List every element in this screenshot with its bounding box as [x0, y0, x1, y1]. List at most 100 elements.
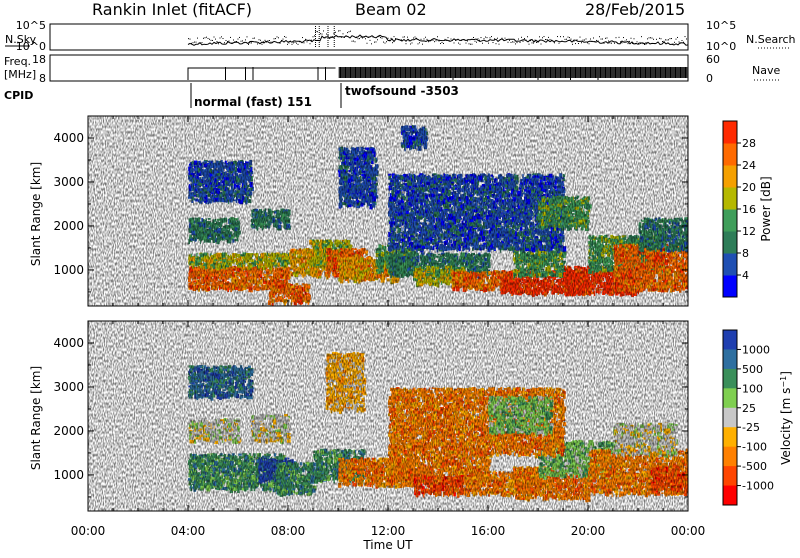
- noise-search-point: [205, 37, 206, 38]
- noise-search-point: [463, 39, 464, 40]
- noise-search-point: [515, 43, 516, 44]
- noise-search-point: [475, 41, 476, 42]
- noise-search-point: [388, 38, 389, 39]
- noise-search-point: [259, 39, 260, 40]
- noise-search-point: [677, 37, 678, 38]
- noise-search-point: [455, 40, 456, 41]
- noise-search-point: [275, 38, 276, 39]
- noise-search-point: [623, 37, 624, 38]
- noise-search-point: [593, 37, 594, 38]
- noise-search-point: [445, 39, 446, 40]
- noise-search-point: [584, 40, 585, 41]
- noise-search-point: [329, 38, 330, 39]
- noise-search-point: [569, 37, 570, 38]
- noise-search-point: [355, 41, 356, 42]
- noise-search-point: [301, 41, 302, 42]
- noise-search-point: [383, 42, 384, 43]
- noise-search-point: [337, 36, 338, 37]
- noise-search-point: [280, 43, 281, 44]
- noise-search-point: [608, 41, 609, 42]
- noise-search-point: [688, 40, 689, 41]
- noise-search-point: [382, 38, 383, 39]
- noise-search-point: [365, 38, 366, 39]
- noise-search-point: [233, 39, 234, 40]
- noise-search-point: [454, 42, 455, 43]
- noise-search-point: [200, 43, 201, 44]
- noise-search-point: [307, 41, 308, 42]
- noise-search-point: [473, 37, 474, 38]
- station-title: Rankin Inlet (fitACF): [92, 0, 252, 19]
- noise-search-point: [397, 38, 398, 39]
- noise-search-point: [385, 43, 386, 44]
- noise-search-point: [671, 38, 672, 39]
- noise-search-point: [676, 39, 677, 40]
- noise-search-point: [226, 40, 227, 41]
- noise-search-point: [620, 41, 621, 42]
- noise-search-point: [506, 39, 507, 40]
- freq-unit-label: [MHz]: [4, 68, 36, 81]
- noise-search-point: [647, 38, 648, 39]
- noise-search-point: [643, 43, 644, 44]
- freq-tick-top: 18: [32, 53, 46, 66]
- noise-search-point: [487, 37, 488, 38]
- cpid-label: CPID: [4, 89, 33, 102]
- noise-search-point: [548, 37, 549, 38]
- noise-search-point: [284, 36, 285, 37]
- n-search-tick-top: 10^5: [706, 19, 736, 32]
- noise-search-point: [295, 42, 296, 43]
- noise-search-point: [472, 44, 473, 45]
- noise-search-point: [274, 38, 275, 39]
- noise-search-point: [533, 43, 534, 44]
- noise-search-point: [352, 41, 353, 42]
- noise-search-point: [562, 41, 563, 42]
- noise-search-point: [425, 37, 426, 38]
- noise-search-point: [598, 40, 599, 41]
- noise-search-point: [215, 39, 216, 40]
- noise-search-point: [374, 42, 375, 43]
- noise-search-point: [263, 41, 264, 42]
- noise-search-point: [601, 39, 602, 40]
- noise-search-point: [376, 41, 377, 42]
- noise-search-point: [202, 42, 203, 43]
- noise-search-point: [599, 36, 600, 37]
- noise-search-point: [407, 37, 408, 38]
- noise-search-point: [188, 38, 189, 39]
- noise-search-point: [439, 41, 440, 42]
- nave-tick-bottom: 0: [706, 72, 713, 85]
- noise-search-point: [268, 40, 269, 41]
- noise-search-point: [238, 39, 239, 40]
- freq-trace-normal: [188, 68, 336, 80]
- noise-search-point: [311, 40, 312, 41]
- noise-search-point: [221, 36, 222, 37]
- noise-search-point: [223, 38, 224, 39]
- noise-search-point: [494, 38, 495, 39]
- noise-search-point: [244, 42, 245, 43]
- noise-search-point: [194, 42, 195, 43]
- noise-search-point: [341, 37, 342, 38]
- noise-search-point: [208, 38, 209, 39]
- noise-search-point: [227, 41, 228, 42]
- noise-search-point: [359, 38, 360, 39]
- noise-search-point: [287, 44, 288, 45]
- noise-search-point: [362, 37, 363, 38]
- noise-search-point: [592, 41, 593, 42]
- noise-search-point: [286, 37, 287, 38]
- noise-search-point: [377, 39, 378, 40]
- noise-search-point: [245, 39, 246, 40]
- noise-search-point: [430, 40, 431, 41]
- noise-search-point: [242, 40, 243, 41]
- noise-search-point: [628, 43, 629, 44]
- noise-search-point: [314, 35, 315, 36]
- noise-search-point: [565, 39, 566, 40]
- noise-search-point: [428, 41, 429, 42]
- noise-search-point: [482, 43, 483, 44]
- noise-search-point: [485, 37, 486, 38]
- noise-search-point: [458, 43, 459, 44]
- noise-search-point: [343, 33, 344, 34]
- noise-search-point: [604, 43, 605, 44]
- noise-search-point: [218, 43, 219, 44]
- noise-search-point: [662, 41, 663, 42]
- noise-search-point: [511, 42, 512, 43]
- noise-search-point: [442, 42, 443, 43]
